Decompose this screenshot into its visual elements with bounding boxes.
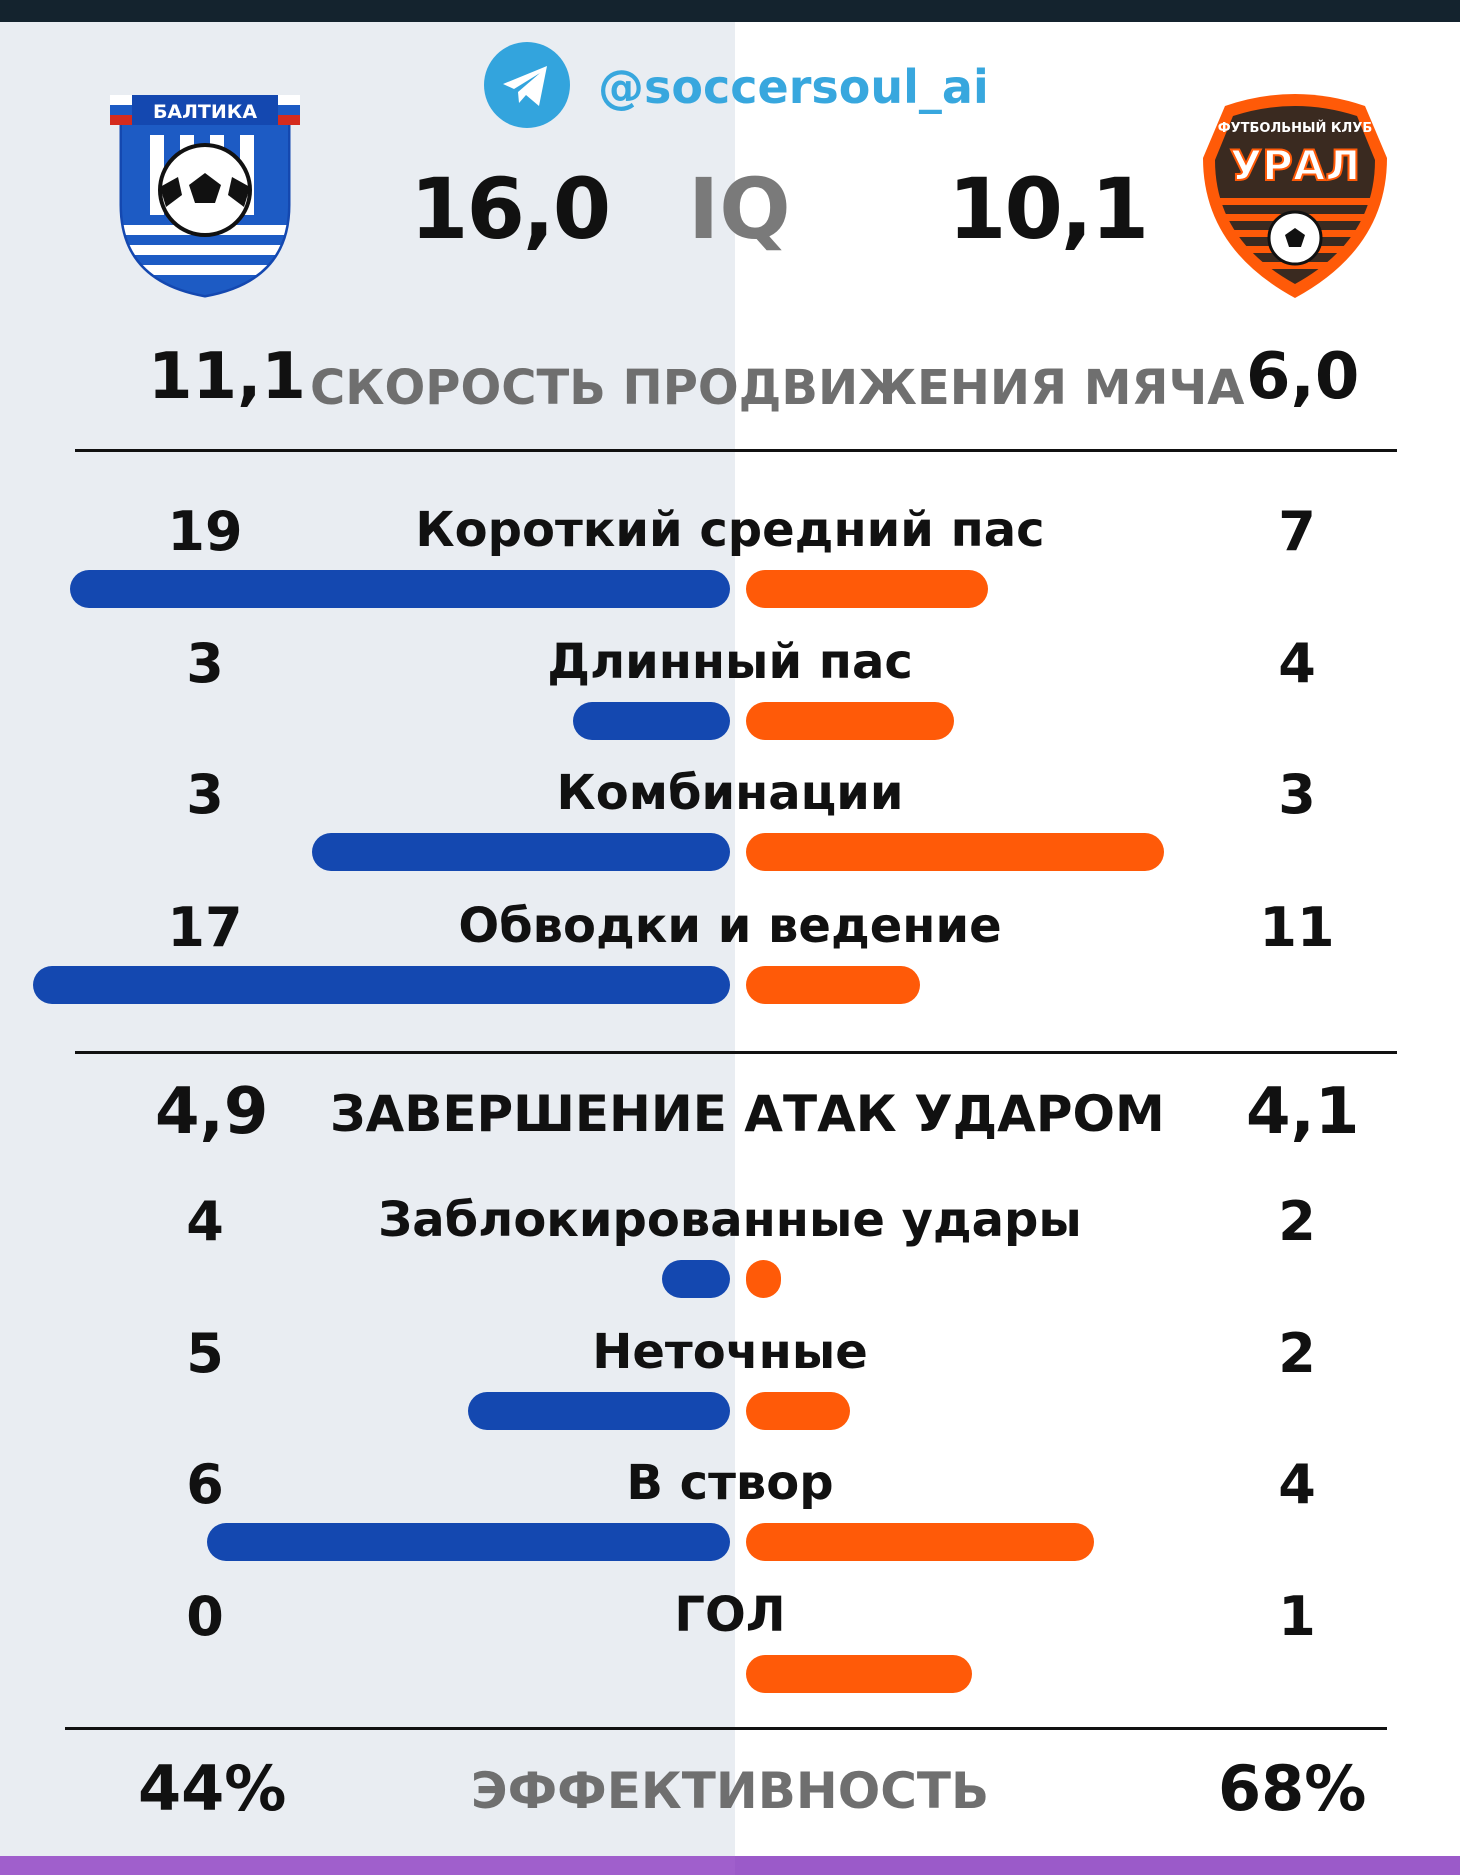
left-stat-value: 4 xyxy=(186,1190,224,1253)
right-iq-value: 10,1 xyxy=(948,160,1149,258)
ural-logo-top-text: ФУТБОЛЬНЫЙ КЛУБ xyxy=(1218,120,1373,136)
right-stat-value: 2 xyxy=(1278,1190,1316,1253)
right-stat-value: 3 xyxy=(1278,763,1316,826)
efficiency-divider xyxy=(65,1727,1387,1730)
left-stat-value: 0 xyxy=(186,1585,224,1648)
bottom-strip xyxy=(0,1856,1460,1875)
left-team-bar xyxy=(662,1260,730,1298)
right-team-bar xyxy=(746,702,954,740)
stat-label: В створ xyxy=(626,1455,834,1511)
telegram-icon[interactable] xyxy=(484,42,570,128)
efficiency-right-value: 68% xyxy=(1218,1752,1367,1825)
stat-label: Обводки и ведение xyxy=(458,898,1002,954)
right-team-bar xyxy=(746,1655,972,1693)
section1-divider xyxy=(75,449,1397,452)
right-stat-value: 11 xyxy=(1259,896,1335,959)
right-stat-value: 7 xyxy=(1278,500,1316,563)
right-team-bar xyxy=(746,966,920,1004)
stat-label: Комбинации xyxy=(556,765,904,821)
right-team-bar xyxy=(746,570,988,608)
right-stat-value: 2 xyxy=(1278,1322,1316,1385)
channel-handle[interactable]: @soccersoul_ai xyxy=(598,60,989,114)
stat-label: ГОЛ xyxy=(674,1587,786,1643)
left-stat-value: 17 xyxy=(167,896,243,959)
section2-left-value: 4,9 xyxy=(155,1075,269,1149)
left-team-bar xyxy=(207,1523,730,1561)
right-stat-value: 1 xyxy=(1278,1585,1316,1648)
left-team-bar xyxy=(312,833,730,871)
right-stat-value: 4 xyxy=(1278,1453,1316,1516)
left-stat-value: 3 xyxy=(186,763,224,826)
left-team-background xyxy=(0,0,735,1875)
baltika-logo-text: БАЛТИКА xyxy=(153,101,257,123)
right-team-bar xyxy=(746,833,1164,871)
right-stat-value: 4 xyxy=(1278,632,1316,695)
efficiency-left-value: 44% xyxy=(138,1752,287,1825)
left-stat-value: 19 xyxy=(167,500,243,563)
left-team-bar xyxy=(70,570,730,608)
top-strip xyxy=(0,0,1460,22)
right-team-bar xyxy=(746,1392,850,1430)
stat-label: Длинный пас xyxy=(547,634,913,690)
left-stat-value: 3 xyxy=(186,632,224,695)
left-stat-value: 6 xyxy=(186,1453,224,1516)
section2-right-value: 4,1 xyxy=(1246,1075,1360,1149)
right-team-bar xyxy=(746,1260,781,1298)
section1-right-value: 6,0 xyxy=(1246,340,1360,414)
stat-label: Заблокированные удары xyxy=(378,1192,1082,1248)
section2-divider xyxy=(75,1051,1397,1054)
right-team-bar xyxy=(746,1523,1094,1561)
stat-label: Неточные xyxy=(592,1324,868,1380)
stat-label: Короткий средний пас xyxy=(415,502,1045,558)
left-team-bar xyxy=(468,1392,730,1430)
left-team-bar xyxy=(573,702,730,740)
left-iq-value: 16,0 xyxy=(410,160,611,258)
baltika-logo: БАЛТИКА xyxy=(110,95,300,298)
left-stat-value: 5 xyxy=(186,1322,224,1385)
section2-title: ЗАВЕРШЕНИЕ АТАК УДАРОМ xyxy=(330,1085,1165,1143)
iq-label: IQ xyxy=(688,160,791,258)
section1-title: СКОРОСТЬ ПРОДВИЖЕНИЯ МЯЧА xyxy=(310,360,1245,416)
left-team-bar xyxy=(33,966,730,1004)
ural-logo-text: УРАЛ xyxy=(1230,141,1361,190)
ural-logo: ФУТБОЛЬНЫЙ КЛУБ УРАЛ xyxy=(1203,94,1387,298)
section1-left-value: 11,1 xyxy=(148,340,306,414)
efficiency-label: ЭФФЕКТИВНОСТЬ xyxy=(470,1762,990,1820)
